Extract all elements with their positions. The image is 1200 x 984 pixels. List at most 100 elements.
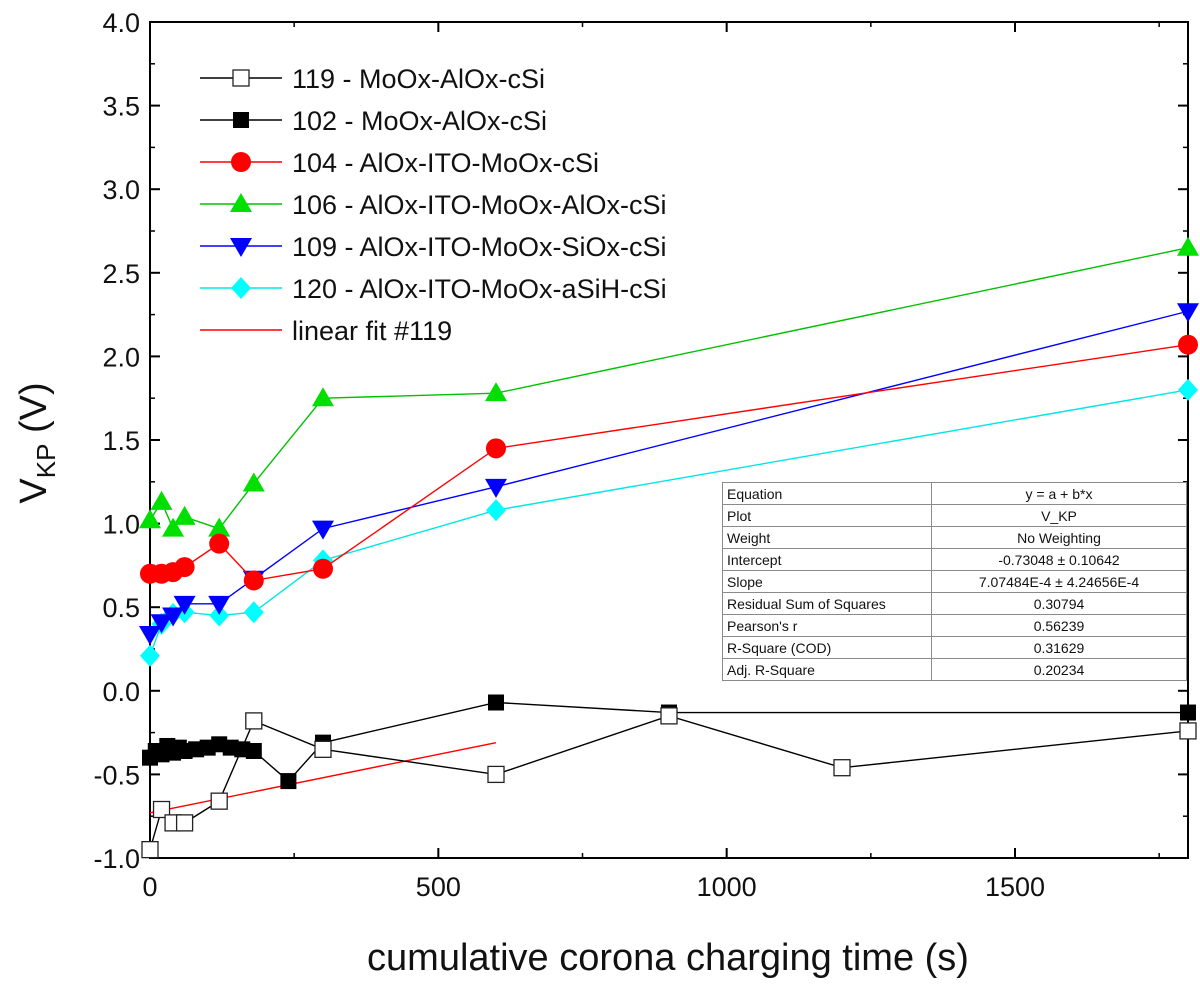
data-point: [140, 644, 160, 667]
legend-marker: [230, 193, 252, 212]
data-point: [139, 625, 161, 645]
x-axis: 0 500 1000 1500: [142, 22, 1160, 902]
y-axis-title-subscript: KP: [31, 444, 61, 479]
data-point: [210, 792, 228, 810]
legend-marker: [231, 152, 251, 172]
legend-marker: [230, 238, 252, 257]
data-point: [1177, 303, 1199, 323]
fit-table-label: Adj. R-Square: [722, 658, 932, 681]
legend-item: 106 - AlOx-ITO-MoOx-AlOx-cSi: [200, 190, 667, 220]
y-axis-title-unit: (V): [13, 382, 55, 443]
data-point: [162, 607, 185, 627]
x-tick-label: 1500: [985, 872, 1045, 902]
fit-table-label: Intercept: [722, 548, 932, 571]
fit-table-label: Weight: [722, 526, 932, 549]
legend-label: linear fit #119: [292, 316, 452, 346]
data-point: [833, 759, 851, 777]
legend-item: 104 - AlOx-ITO-MoOx-cSi: [200, 148, 599, 178]
fit-table-label: Residual Sum of Squares: [722, 592, 932, 615]
data-point: [486, 499, 506, 522]
linear-fit-table: Equation y = a + b*x Plot V_KP Weight No Weig…: [722, 482, 1187, 681]
data-point: [245, 742, 262, 759]
data-point: [313, 558, 333, 579]
fit-line: [149, 741, 497, 814]
fit-table-label: Pearson's r: [722, 614, 932, 637]
fit-table-value: y = a + b*x: [931, 482, 1187, 505]
data-point: [486, 438, 506, 459]
fit-table-row: Residual Sum of Squares 0.30794: [722, 592, 1187, 615]
x-tick-label: 0: [142, 872, 157, 902]
series-line: [149, 715, 1189, 850]
data-point: [245, 712, 263, 730]
fit-table-label: Equation: [722, 482, 932, 505]
fit-table-value: V_KP: [931, 504, 1187, 527]
y-tick-label: 2.0: [102, 342, 140, 372]
y-tick-label: -1.0: [93, 844, 140, 874]
series-3: [139, 236, 1199, 537]
data-point: [174, 557, 195, 578]
legend-label: 119 - MoOx-AlOx-cSi: [292, 64, 545, 94]
series-2: [140, 334, 1198, 591]
data-point: [312, 520, 334, 540]
data-point: [243, 570, 264, 591]
data-point: [209, 604, 230, 627]
data-point: [175, 814, 194, 832]
y-tick-label: 1.0: [102, 510, 140, 540]
legend-item: 120 - AlOx-ITO-MoOx-aSiH-cSi: [200, 274, 667, 304]
data-point: [1180, 704, 1196, 721]
data-point: [139, 509, 161, 529]
fit-table-row: R-Square (COD) 0.31629: [722, 636, 1187, 659]
data-point: [150, 490, 173, 510]
data-point: [162, 517, 185, 537]
data-point: [208, 517, 231, 537]
data-point: [487, 765, 505, 784]
fit-table-row: Intercept -0.73048 ± 0.10642: [722, 548, 1187, 571]
data-point: [141, 840, 159, 859]
legend: 119 - MoOx-AlOx-cSi 102 - MoOx-AlOx-cSi 10…: [200, 64, 667, 346]
data-point: [209, 533, 230, 554]
data-point: [314, 740, 332, 758]
legend-label: 102 - MoOx-AlOx-cSi: [292, 106, 547, 136]
x-tick-label: 500: [416, 872, 461, 902]
legend-item: 109 - AlOx-ITO-MoOx-SiOx-cSi: [200, 232, 667, 262]
data-point: [152, 800, 171, 819]
series-0: [141, 707, 1197, 859]
data-point: [1178, 378, 1198, 401]
data-point: [485, 478, 507, 498]
data-point: [242, 472, 265, 492]
data-point: [173, 595, 196, 615]
data-point: [150, 614, 173, 634]
data-point: [312, 387, 334, 407]
fit-table-row: Adj. R-Square 0.20234: [722, 658, 1187, 681]
fit-table-value: No Weighting: [931, 526, 1187, 549]
fit-table-label: Plot: [722, 504, 932, 527]
y-axis-title-symbol: V: [13, 478, 55, 504]
data-point: [243, 601, 264, 624]
fit-table-value: 0.20234: [931, 658, 1187, 681]
legend-item: linear fit #119: [200, 316, 452, 346]
data-point: [1178, 334, 1198, 355]
legend-marker: [232, 69, 250, 87]
y-tick-label: -0.5: [93, 760, 140, 790]
y-tick-label: 0.5: [102, 593, 140, 623]
legend-marker: [233, 112, 249, 128]
y-tick-label: 3.5: [102, 92, 140, 122]
legend-label: 120 - AlOx-ITO-MoOx-aSiH-cSi: [292, 274, 667, 304]
y-tick-label: 3.0: [102, 175, 140, 205]
fit-table-row: Equation y = a + b*x: [722, 482, 1187, 505]
data-point: [208, 595, 231, 615]
data-point: [1177, 236, 1199, 256]
data-point: [280, 773, 297, 790]
y-axis: -1.0 -0.5 0.0 0.5 1.0 1.5 2.0 2.5 3.0 3.5 4.0: [93, 8, 1188, 874]
x-axis-title: cumulative corona charging time (s): [367, 937, 969, 979]
fit-table-value: 0.30794: [931, 592, 1187, 615]
y-tick-label: 1.5: [102, 426, 140, 456]
fit-table-row: Plot V_KP: [722, 504, 1187, 527]
legend-label: 109 - AlOx-ITO-MoOx-SiOx-cSi: [292, 232, 667, 262]
fit-table-label: Slope: [722, 570, 932, 593]
fit-table-row: Weight No Weighting: [722, 526, 1187, 549]
fit-table-row: Slope 7.07484E-4 ± 4.24656E-4: [722, 570, 1187, 593]
legend-marker: [231, 277, 251, 299]
fit-table-row: Pearson's r 0.56239: [722, 614, 1187, 637]
